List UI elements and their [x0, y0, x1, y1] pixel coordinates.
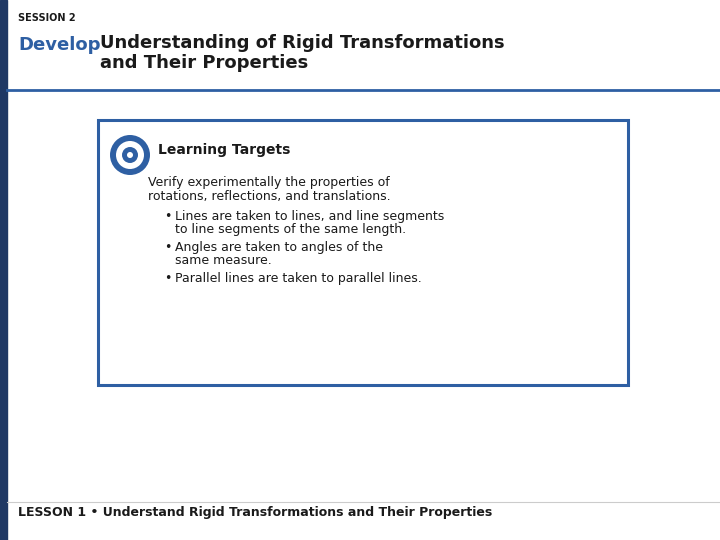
Text: •: • — [164, 241, 171, 254]
Text: Develop: Develop — [18, 36, 101, 54]
Text: •: • — [164, 272, 171, 285]
Circle shape — [122, 147, 138, 163]
Text: LESSON 1 • Understand Rigid Transformations and Their Properties: LESSON 1 • Understand Rigid Transformati… — [18, 506, 492, 519]
Circle shape — [127, 152, 133, 158]
Text: same measure.: same measure. — [175, 254, 271, 267]
Text: •: • — [164, 210, 171, 223]
Circle shape — [116, 141, 144, 169]
Text: Lines are taken to lines, and line segments: Lines are taken to lines, and line segme… — [175, 210, 444, 223]
Text: SESSION 2: SESSION 2 — [18, 13, 76, 23]
Text: Verify experimentally the properties of: Verify experimentally the properties of — [148, 176, 390, 189]
Text: and Their Properties: and Their Properties — [100, 54, 308, 72]
Text: Angles are taken to angles of the: Angles are taken to angles of the — [175, 241, 383, 254]
Text: Parallel lines are taken to parallel lines.: Parallel lines are taken to parallel lin… — [175, 272, 422, 285]
Bar — [0, 0, 7, 540]
Text: to line segments of the same length.: to line segments of the same length. — [175, 223, 406, 236]
Text: Learning Targets: Learning Targets — [158, 143, 290, 157]
FancyBboxPatch shape — [98, 120, 628, 385]
Text: Understanding of Rigid Transformations: Understanding of Rigid Transformations — [100, 34, 505, 52]
Text: rotations, reflections, and translations.: rotations, reflections, and translations… — [148, 190, 391, 203]
Circle shape — [110, 135, 150, 175]
